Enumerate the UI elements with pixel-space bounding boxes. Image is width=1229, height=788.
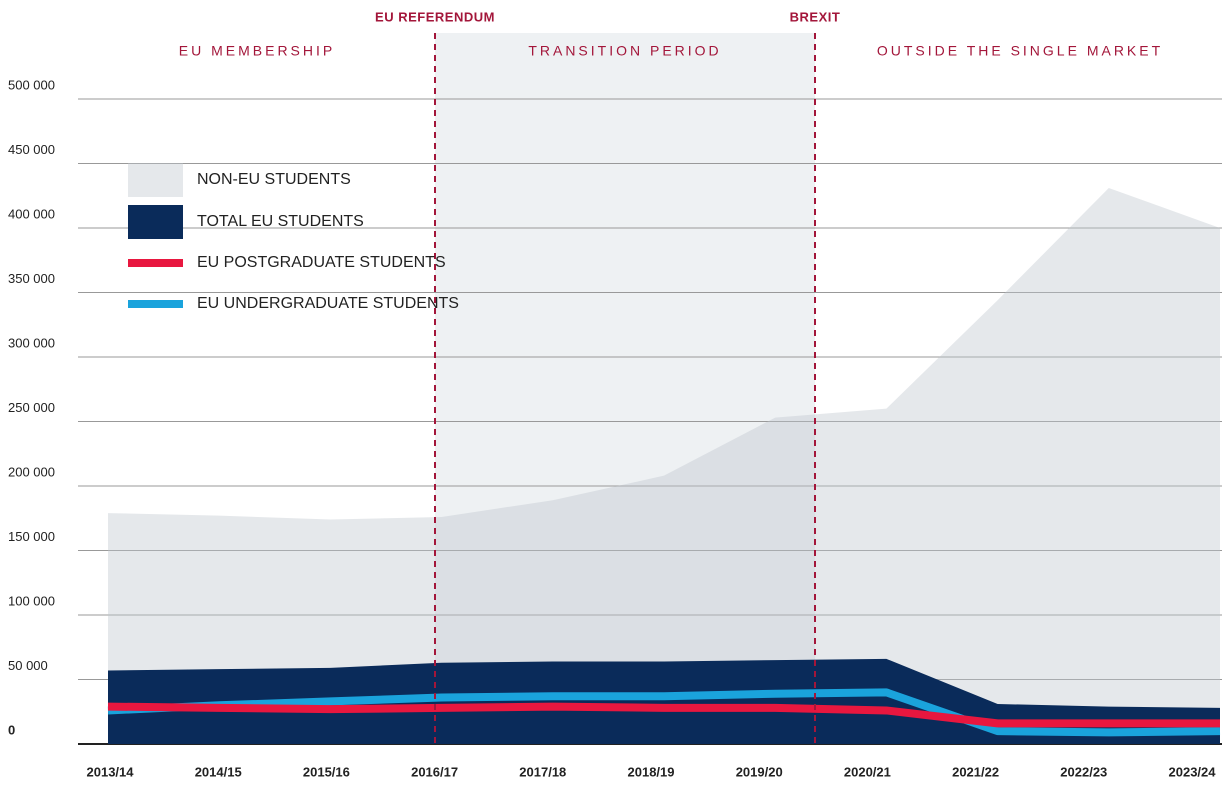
x-tick-label: 2017/18 <box>519 764 566 779</box>
event-label: BREXIT <box>790 9 841 24</box>
y-tick-label: 100 000 <box>8 593 55 608</box>
line <box>107 688 1221 737</box>
y-tick-label: 150 000 <box>8 529 55 544</box>
line <box>107 702 1220 728</box>
x-tick-label: 2019/20 <box>736 764 783 779</box>
y-tick-label: 400 000 <box>8 206 55 221</box>
x-tick-label: 2013/14 <box>87 764 135 779</box>
x-tick-label: 2014/15 <box>195 764 242 779</box>
phase-label: OUTSIDE THE SINGLE MARKET <box>877 43 1163 59</box>
y-tick-label: 0 <box>8 722 15 737</box>
y-tick-label: 500 000 <box>8 77 55 92</box>
phase-label: EU MEMBERSHIP <box>179 43 335 59</box>
y-tick-label: 300 000 <box>8 335 55 350</box>
legend-label: EU UNDERGRADUATE STUDENTS <box>197 295 459 312</box>
x-tick-label: 2021/22 <box>952 764 999 779</box>
x-tick-label: 2022/23 <box>1060 764 1107 779</box>
y-tick-label: 250 000 <box>8 400 55 415</box>
x-tick-label: 2020/21 <box>844 764 891 779</box>
y-tick-label: 200 000 <box>8 464 55 479</box>
legend-swatch <box>128 259 183 267</box>
x-tick-label: 2023/24 <box>1169 764 1217 779</box>
event-label: EU REFERENDUM <box>375 9 495 24</box>
y-tick-label: 50 000 <box>8 658 48 673</box>
legend-label: NON-EU STUDENTS <box>197 171 351 188</box>
legend-swatch <box>128 163 183 197</box>
legend-swatch <box>128 205 183 239</box>
legend-swatch <box>128 300 183 308</box>
x-tick-label: 2016/17 <box>411 764 458 779</box>
legend-label: TOTAL EU STUDENTS <box>197 213 364 230</box>
y-tick-label: 350 000 <box>8 271 55 286</box>
y-tick-label: 450 000 <box>8 142 55 157</box>
area <box>108 188 1220 744</box>
area <box>108 658 1220 744</box>
transition-band <box>435 33 815 744</box>
legend-label: EU POSTGRADUATE STUDENTS <box>197 254 446 271</box>
x-tick-label: 2018/19 <box>628 764 675 779</box>
phase-label: TRANSITION PERIOD <box>528 43 721 59</box>
x-tick-label: 2015/16 <box>303 764 350 779</box>
